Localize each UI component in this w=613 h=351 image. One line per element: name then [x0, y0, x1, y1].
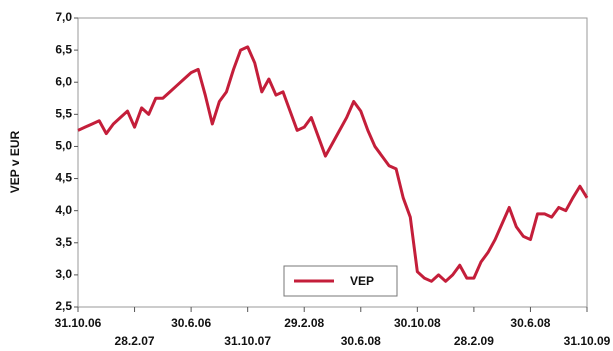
x-tick-label: 30.6.08	[510, 316, 550, 330]
x-tick-label: 28.2.07	[115, 334, 155, 348]
y-tick-label: 3,5	[55, 235, 72, 249]
x-tick-label: 31.10.06	[55, 316, 102, 330]
data-line	[77, 45, 589, 283]
y-axis-label: VEP v EUR	[8, 130, 22, 193]
x-tick-label: 30.6.06	[171, 316, 211, 330]
plot-frame	[77, 17, 588, 308]
x-tick-label: 31.10.09	[564, 334, 611, 348]
x-tick-label: 29.2.08	[284, 316, 324, 330]
x-tick-label: 31.10.07	[224, 334, 271, 348]
y-tick-label: 5,0	[55, 139, 72, 153]
y-tick-label: 3,0	[55, 267, 72, 281]
y-tick-label: 4,0	[55, 203, 72, 217]
x-tick-label: 30.6.08	[341, 334, 381, 348]
y-tick-label: 6,0	[55, 74, 72, 88]
y-tick-label: 6,5	[55, 42, 72, 56]
x-tick-label: 28.2.09	[454, 334, 494, 348]
y-tick-label: 5,5	[55, 107, 72, 121]
y-tick-label: 4,5	[55, 171, 72, 185]
x-tick-label: 30.10.08	[394, 316, 441, 330]
y-tick-label: 7,0	[55, 10, 72, 24]
y-tick-label: 2,5	[55, 299, 72, 313]
legend-label: VEP	[350, 274, 374, 288]
